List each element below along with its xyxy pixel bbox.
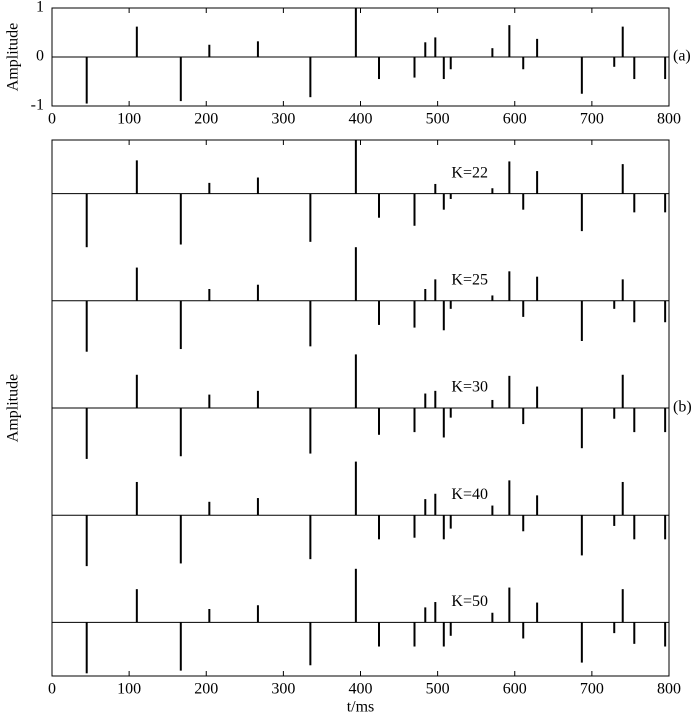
x-tick-label: 500: [426, 681, 450, 698]
y-tick-label: 0: [36, 48, 44, 65]
x-tick-label: 100: [117, 111, 141, 128]
y-axis-label: Amplitude: [5, 374, 22, 442]
panel-label: (b): [673, 399, 692, 416]
y-axis-label: Amplitude: [5, 23, 22, 91]
x-tick-label: 300: [271, 111, 295, 128]
y-tick-label: 1: [36, 0, 44, 16]
x-axis-label: t/ms: [347, 699, 375, 716]
trace-label: K=22: [451, 164, 488, 181]
x-tick-label: 0: [48, 681, 56, 698]
x-tick-label: 200: [194, 681, 218, 698]
x-tick-label: 500: [426, 111, 450, 128]
x-tick-label: 800: [657, 681, 681, 698]
trace-label: K=25: [451, 271, 488, 288]
x-tick-label: 400: [349, 111, 373, 128]
x-tick-label: 400: [349, 681, 373, 698]
x-tick-label: 300: [271, 681, 295, 698]
x-tick-label: 700: [580, 681, 604, 698]
trace-label: K=30: [451, 379, 488, 396]
x-tick-label: 0: [48, 111, 56, 128]
y-tick-label: -1: [31, 97, 44, 114]
trace-label: K=40: [451, 486, 488, 503]
trace-label: K=50: [451, 593, 488, 610]
panel-label: (a): [673, 48, 691, 65]
x-tick-label: 600: [503, 111, 527, 128]
x-tick-label: 700: [580, 111, 604, 128]
x-tick-label: 100: [117, 681, 141, 698]
x-tick-label: 800: [657, 111, 681, 128]
x-tick-label: 600: [503, 681, 527, 698]
x-tick-label: 200: [194, 111, 218, 128]
